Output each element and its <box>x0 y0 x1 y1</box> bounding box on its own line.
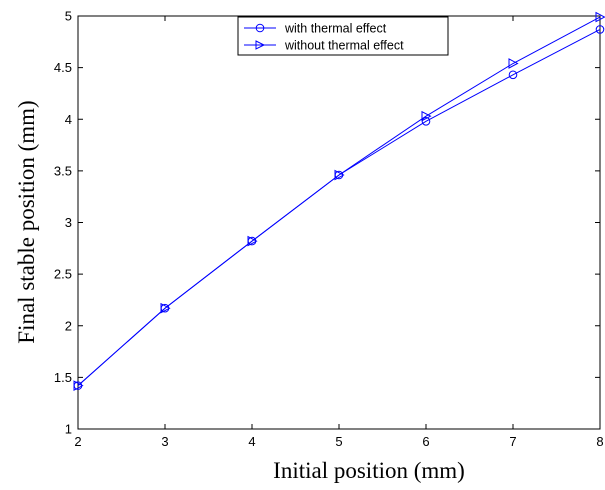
data-point-triangle <box>508 58 519 69</box>
legend-label-with-thermal: with thermal effect <box>284 22 387 36</box>
x-tick-label: 6 <box>422 434 429 449</box>
legend-label-without-thermal: without thermal effect <box>284 39 404 53</box>
y-tick-label: 3.5 <box>54 163 72 178</box>
data-point-triangle <box>160 302 171 314</box>
data-point-circle <box>508 70 518 80</box>
x-tick-label: 3 <box>161 434 168 449</box>
data-point-triangle <box>247 235 258 247</box>
y-tick-label: 5 <box>65 9 72 24</box>
series-layer <box>73 11 605 391</box>
series-without-thermal-effect <box>73 11 605 391</box>
data-point-triangle <box>73 380 84 391</box>
legend-box <box>237 16 449 56</box>
x-tick-label: 2 <box>74 434 81 449</box>
legend-marker-triangle-icon <box>255 40 266 50</box>
y-tick-label: 2.5 <box>54 267 72 282</box>
y-tick-label: 3 <box>65 215 72 230</box>
tick-labels: 2 3 4 5 6 7 8 1 1.5 2 2.5 3 3.5 4 4.5 5 <box>54 9 604 450</box>
legend: with thermal effect without thermal effe… <box>237 16 449 56</box>
y-axis-title: Final stable position (mm) <box>14 100 39 343</box>
y-tick-label: 4.5 <box>54 60 72 75</box>
data-point-triangle <box>334 169 345 181</box>
y-tick-label: 1 <box>65 422 72 437</box>
y-tick-label: 1.5 <box>54 370 72 385</box>
legend-marker-circle-icon <box>255 23 265 33</box>
x-tick-label: 7 <box>509 434 516 449</box>
x-tick-label: 4 <box>248 434 255 449</box>
x-tick-label: 5 <box>335 434 342 449</box>
y-tick-label: 2 <box>65 318 72 333</box>
plot-area <box>77 15 601 430</box>
x-tick-label: 8 <box>596 434 603 449</box>
data-point-circle <box>595 25 605 34</box>
data-point-triangle <box>595 11 605 23</box>
x-axis-title: Initial position (mm) <box>273 458 465 483</box>
data-point-circle <box>421 117 431 126</box>
series-line <box>77 16 601 387</box>
data-point-triangle <box>421 110 432 122</box>
y-tick-label: 4 <box>65 112 72 127</box>
